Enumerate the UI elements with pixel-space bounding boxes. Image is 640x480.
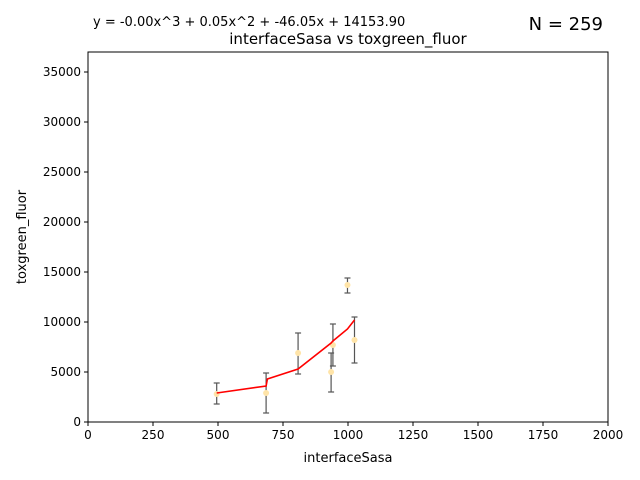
x-tick-label: 1250 <box>398 428 429 442</box>
sample-count: N = 259 <box>529 14 603 35</box>
data-point <box>344 282 351 288</box>
chart-title: interfaceSasa vs toxgreen_fluor <box>229 30 467 49</box>
data-point <box>351 337 358 343</box>
plot-area <box>88 52 608 422</box>
y-tick-label: 5000 <box>50 365 81 379</box>
axes: 0 250 500 750 1000 1250 1500 1750 20000500010000… <box>43 51 624 442</box>
x-tick-label: 1500 <box>463 428 494 442</box>
fit-equation: y = -0.00x^3 + 0.05x^2 + -46.05x + 14153… <box>93 15 405 30</box>
y-tick-label: 35000 <box>43 65 81 79</box>
x-tick-label: 1000 <box>333 428 364 442</box>
x-tick-label: 750 <box>272 428 295 442</box>
y-axis-label: toxgreen_fluor <box>15 189 30 284</box>
x-tick-label: 2000 <box>593 428 624 442</box>
fit-line <box>216 319 356 394</box>
y-tick-label: 0 <box>73 415 81 429</box>
x-tick-label: 250 <box>142 428 165 442</box>
y-tick-label: 30000 <box>43 115 81 129</box>
y-tick-label: 15000 <box>43 265 81 279</box>
data-marks <box>213 277 358 414</box>
data-point <box>328 369 335 375</box>
x-axis-label: interfaceSasa <box>304 451 393 466</box>
data-point <box>263 390 270 396</box>
x-tick-label: 0 <box>84 428 92 442</box>
x-tick-label: 1750 <box>528 428 559 442</box>
data-point <box>295 350 302 356</box>
y-tick-label: 20000 <box>43 215 81 229</box>
x-tick-label: 500 <box>207 428 230 442</box>
y-tick-label: 25000 <box>43 165 81 179</box>
y-tick-label: 10000 <box>43 315 81 329</box>
